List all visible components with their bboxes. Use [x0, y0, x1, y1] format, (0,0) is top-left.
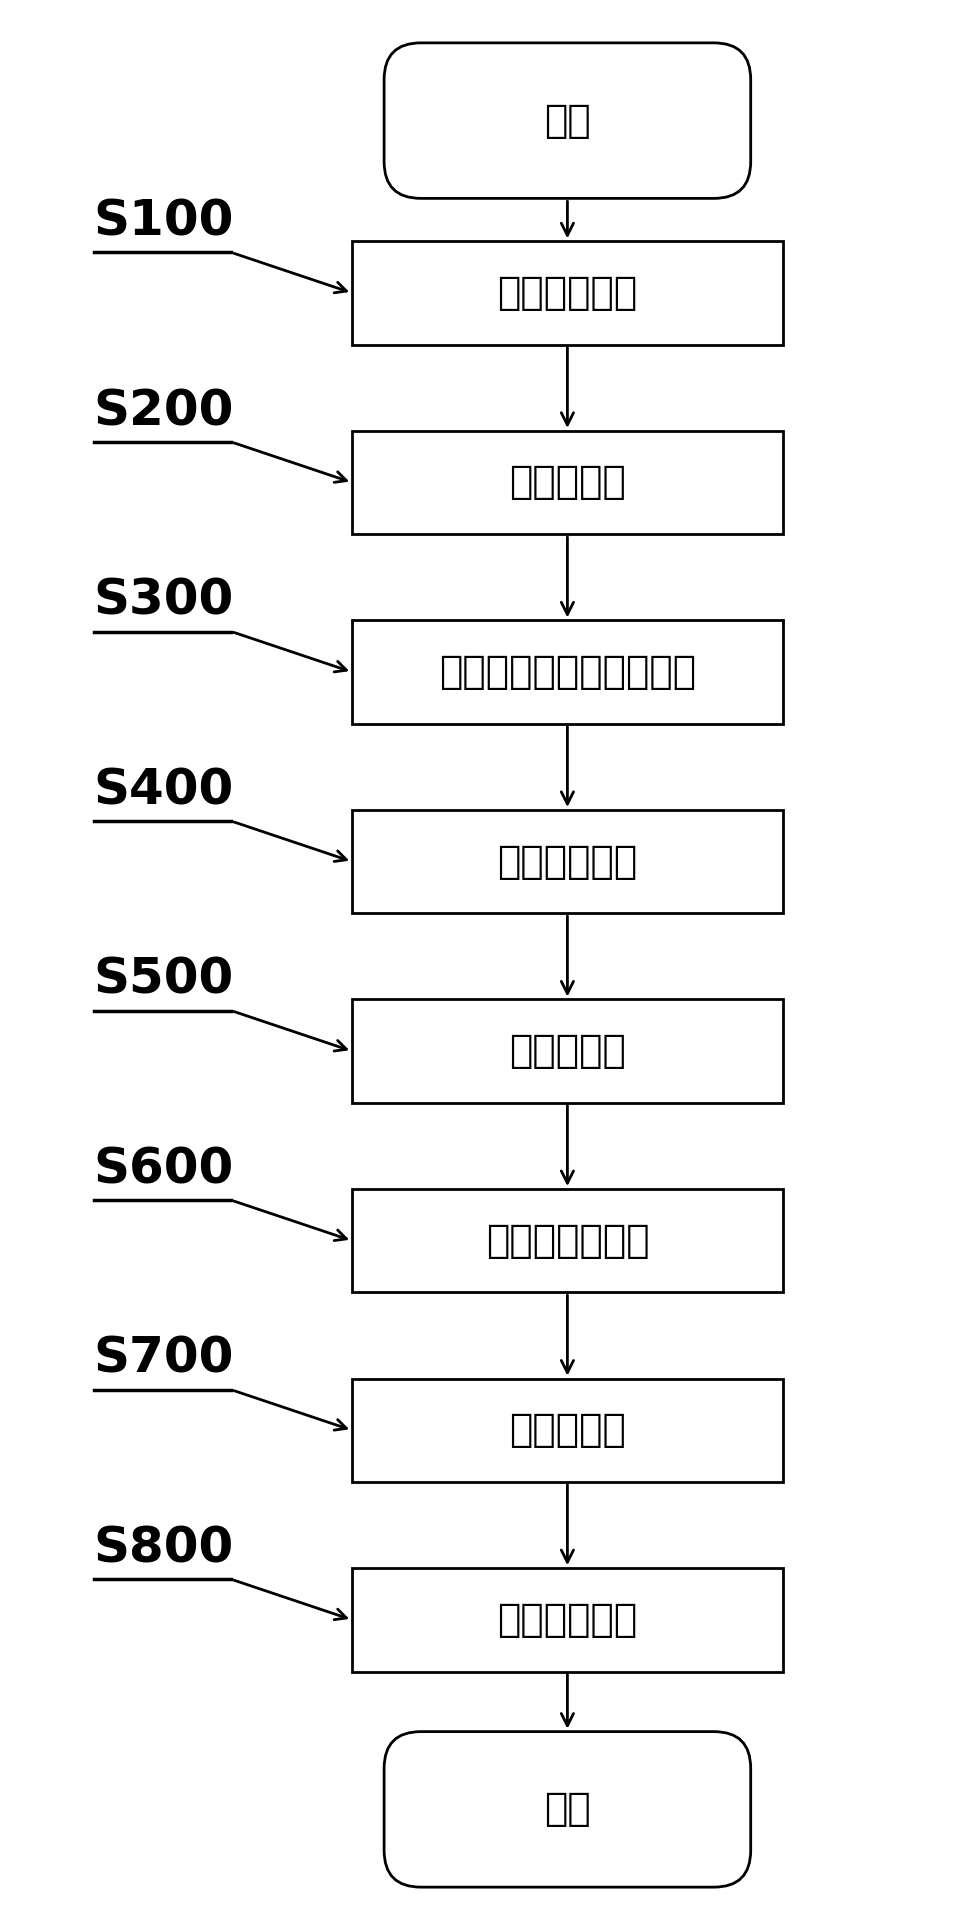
- FancyBboxPatch shape: [384, 1731, 750, 1888]
- Text: 左连接部和右连接部安装: 左连接部和右连接部安装: [439, 652, 696, 691]
- Text: 动力装置安装: 动力装置安装: [496, 843, 637, 880]
- Text: 下部件安装: 下部件安装: [508, 463, 625, 502]
- Text: S400: S400: [94, 766, 234, 814]
- Bar: [352, 1567, 782, 1671]
- Text: S800: S800: [94, 1525, 234, 1573]
- Text: S100: S100: [94, 197, 234, 245]
- Text: 反力架预定位: 反力架预定位: [496, 274, 637, 313]
- Text: S600: S600: [94, 1144, 234, 1193]
- Text: S700: S700: [94, 1336, 234, 1384]
- FancyBboxPatch shape: [384, 42, 750, 199]
- Bar: [352, 1189, 782, 1293]
- Bar: [352, 1378, 782, 1482]
- Bar: [352, 620, 782, 724]
- Text: 结束: 结束: [543, 1791, 590, 1828]
- Bar: [352, 430, 782, 535]
- Text: S200: S200: [94, 388, 234, 434]
- Text: 反力架复核定位: 反力架复核定位: [486, 1222, 649, 1260]
- Bar: [352, 1000, 782, 1102]
- Text: S300: S300: [94, 577, 234, 625]
- Text: 动力装置调试: 动力装置调试: [496, 1600, 637, 1639]
- Text: 开始: 开始: [543, 102, 590, 139]
- Text: 上部件安装: 上部件安装: [508, 1033, 625, 1069]
- Text: 反力架固定: 反力架固定: [508, 1411, 625, 1449]
- Bar: [352, 811, 782, 913]
- Bar: [352, 241, 782, 345]
- Text: S500: S500: [94, 955, 234, 1004]
